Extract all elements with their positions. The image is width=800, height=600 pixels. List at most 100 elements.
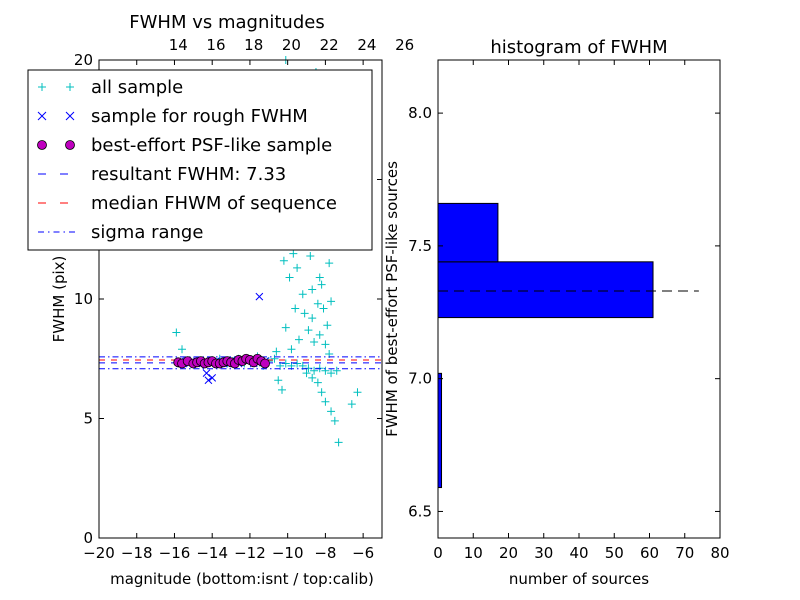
scatter-point-all-sample xyxy=(293,359,302,368)
scatter-point-all-sample xyxy=(310,366,319,375)
scatter-point-all-sample xyxy=(353,388,362,397)
scatter-title: FWHM vs magnitudes xyxy=(129,12,324,33)
scatter-point-all-sample xyxy=(281,323,290,332)
scatter-point-all-sample xyxy=(347,400,356,409)
scatter-top-axis: 14 16 18 20 22 24 26 xyxy=(169,36,414,54)
scatter-x-tick-label: −10 xyxy=(272,544,304,562)
legend-box xyxy=(27,69,373,251)
histogram-x-tick-label: 30 xyxy=(534,544,553,562)
scatter-point-all-sample xyxy=(300,309,309,318)
scatter-top-tick-label: 18 xyxy=(244,36,263,54)
scatter-y-label: FWHM (pix) xyxy=(50,256,68,343)
histogram-bar xyxy=(437,202,499,263)
scatter-point-all-sample xyxy=(294,335,303,344)
scatter-x-label: magnitude (bottom:isnt / top:calib) xyxy=(110,570,374,588)
legend-label: resultant FWHM: 7.33 xyxy=(91,164,286,185)
histogram-x-label: number of sources xyxy=(509,570,649,588)
scatter-point-all-sample xyxy=(308,373,317,382)
histogram-bars xyxy=(437,202,654,489)
scatter-point-all-sample xyxy=(317,388,326,397)
scatter-x-tick-label: −18 xyxy=(121,544,153,562)
histogram-x-tick-label: 0 xyxy=(433,544,443,562)
scatter-point-all-sample xyxy=(302,369,311,378)
scatter-point-all-sample xyxy=(327,369,336,378)
scatter-point-all-sample xyxy=(289,249,298,258)
histogram-x-tick-label: 50 xyxy=(605,544,624,562)
legend-marker-x xyxy=(37,111,47,121)
scatter-point-all-sample xyxy=(317,280,326,289)
scatter-point-all-sample xyxy=(323,321,332,330)
legend-marker-plus xyxy=(38,83,46,91)
scatter-top-tick-label: 22 xyxy=(320,36,339,54)
histogram-y-tick-label: 6.5 xyxy=(408,502,432,520)
legend-marker-circle xyxy=(37,140,47,150)
scatter-point-all-sample xyxy=(172,328,181,337)
scatter-panel: −20−18−16−14−12−10−8−6 05101520 14161820… xyxy=(27,12,414,588)
scatter-x-tick-label: −16 xyxy=(159,544,191,562)
histogram-x-axis: 0 10 20 30 40 50 60 70 80 xyxy=(433,60,730,562)
scatter-point-rough xyxy=(202,369,211,377)
scatter-x-tick-label: −14 xyxy=(196,544,228,562)
histogram-y-axis: 6.5 7.0 7.5 8.0 xyxy=(408,104,720,520)
histogram-bar xyxy=(437,261,654,319)
scatter-point-rough xyxy=(208,374,217,382)
scatter-point-all-sample xyxy=(178,345,187,354)
scatter-point-all-sample xyxy=(298,290,307,299)
scatter-y-tick-label: 0 xyxy=(83,529,93,547)
scatter-point-all-sample xyxy=(313,299,322,308)
scatter-point-all-sample xyxy=(272,347,281,356)
scatter-point-all-sample xyxy=(279,256,288,265)
histogram-x-tick-label: 60 xyxy=(640,544,659,562)
scatter-point-all-sample xyxy=(327,297,336,306)
scatter-point-all-sample xyxy=(285,273,294,282)
scatter-point-all-sample xyxy=(270,354,279,363)
scatter-point-psf xyxy=(260,358,270,369)
histogram-y-tick-label: 8.0 xyxy=(408,104,432,122)
scatter-x-tick-label: −20 xyxy=(83,544,115,562)
legend-label: all sample xyxy=(91,77,183,98)
histogram-bar xyxy=(437,372,443,489)
legend-marker-x xyxy=(65,111,75,121)
scatter-point-all-sample xyxy=(310,338,319,347)
scatter-point-all-sample xyxy=(315,330,324,339)
scatter-point-all-sample xyxy=(304,326,313,335)
scatter-legend: all sample sample for rough FWHM best-effo… xyxy=(27,69,373,251)
scatter-point-all-sample xyxy=(306,251,315,260)
scatter-point-all-sample xyxy=(334,438,343,447)
scatter-y-tick-label: 20 xyxy=(74,51,93,69)
legend-label: sigma range xyxy=(91,222,203,243)
scatter-point-all-sample xyxy=(313,378,322,387)
scatter-point-all-sample xyxy=(274,376,283,385)
scatter-point-all-sample xyxy=(321,366,330,375)
scatter-series-rough xyxy=(176,292,269,385)
histogram-x-tick-label: 20 xyxy=(499,544,518,562)
scatter-point-all-sample xyxy=(308,285,317,294)
scatter-point-all-sample xyxy=(321,340,330,349)
histogram-y-tick-label: 7.0 xyxy=(408,370,432,388)
scatter-point-all-sample xyxy=(281,359,290,368)
scatter-point-all-sample xyxy=(332,366,341,375)
scatter-point-all-sample xyxy=(325,259,334,268)
scatter-point-all-sample xyxy=(319,304,328,313)
scatter-point-all-sample xyxy=(315,273,324,282)
legend-label: best-effort PSF-like sample xyxy=(91,135,332,156)
scatter-point-all-sample xyxy=(308,314,317,323)
histogram-x-tick-label: 10 xyxy=(464,544,483,562)
histogram-y-label: FWHM of best-effort PSF-like sources xyxy=(383,161,401,437)
scatter-x-tick-label: −12 xyxy=(234,544,266,562)
histogram-x-tick-label: 40 xyxy=(569,544,588,562)
scatter-point-all-sample xyxy=(278,385,287,394)
scatter-top-tick-label: 26 xyxy=(395,36,414,54)
scatter-point-all-sample xyxy=(327,407,336,416)
legend-marker-plus xyxy=(66,83,74,91)
scatter-point-all-sample xyxy=(330,416,339,425)
scatter-series-psf xyxy=(173,353,270,369)
scatter-top-tick-label: 20 xyxy=(282,36,301,54)
histogram-y-tick-label: 7.5 xyxy=(408,237,432,255)
scatter-x-axis: −20 −18 −16 −14 −12 −10 −8 −6 xyxy=(83,60,374,562)
scatter-top-tick-label: 24 xyxy=(357,36,376,54)
scatter-point-all-sample xyxy=(287,345,296,354)
scatter-top-tick-label: 14 xyxy=(169,36,188,54)
histogram-x-tick-label: 80 xyxy=(710,544,729,562)
